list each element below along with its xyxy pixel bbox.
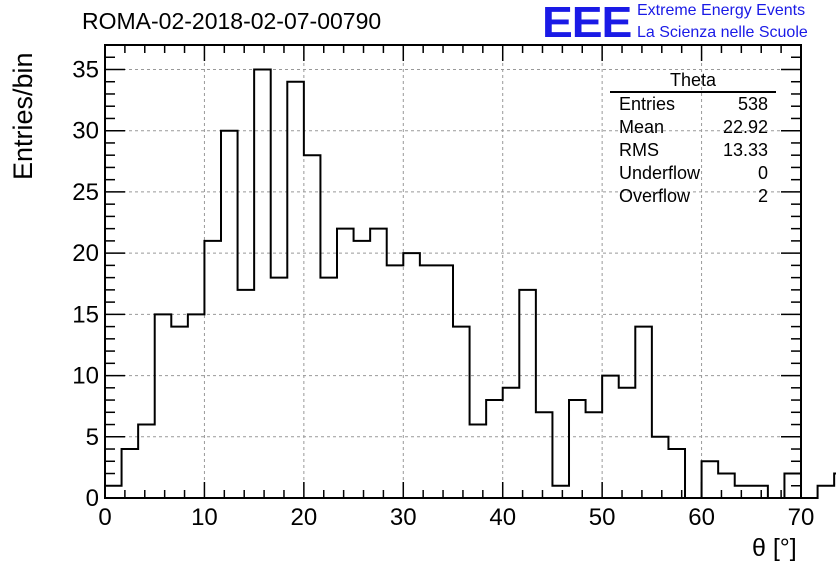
y-tick-label: 25 xyxy=(72,179,99,206)
y-tick-label: 20 xyxy=(72,240,99,267)
x-tick-label: 40 xyxy=(489,504,516,531)
histogram-line xyxy=(104,68,836,499)
x-tick-label: 70 xyxy=(788,504,815,531)
x-tick-label: 0 xyxy=(98,504,111,531)
x-axis-label: θ [°] xyxy=(752,534,797,562)
eee-logo: EEE xyxy=(542,0,632,47)
stats-value: 13.33 xyxy=(722,140,768,160)
stats-row-underflow: Underflow 0 xyxy=(610,162,776,185)
y-tick-label: 35 xyxy=(72,56,99,83)
stats-label: RMS xyxy=(619,140,659,160)
y-axis-label: Entries/bin xyxy=(8,52,38,180)
logo-line-1: Extreme Energy Events xyxy=(637,2,806,19)
plot-frame xyxy=(104,44,802,499)
stats-label: Entries xyxy=(619,94,676,114)
stats-title: Theta xyxy=(610,70,776,93)
chart-title: ROMA-02-2018-02-07-00790 xyxy=(82,8,382,34)
y-tick-label: 10 xyxy=(72,363,99,390)
y-tick-label: 30 xyxy=(72,118,99,145)
stats-value: 0 xyxy=(757,163,768,183)
stats-row-rms: RMS 13.33 xyxy=(610,139,776,162)
stats-row-overflow: Overflow 2 xyxy=(610,185,776,208)
x-tick-label: 30 xyxy=(390,504,417,531)
x-tick-label: 10 xyxy=(191,504,218,531)
axis-ticks xyxy=(104,44,802,499)
logo-line-2: La Scienza nelle Scuole xyxy=(637,24,808,41)
stats-box: Theta Entries 538 Mean 22.92 RMS 13.33 U… xyxy=(610,70,776,208)
stats-value: 538 xyxy=(737,94,768,114)
y-tick-label: 0 xyxy=(86,485,99,512)
stats-value: 22.92 xyxy=(722,117,768,137)
y-tick-label: 5 xyxy=(86,424,99,451)
stats-value: 2 xyxy=(757,186,768,206)
x-tick-label: 20 xyxy=(291,504,318,531)
stats-label: Overflow xyxy=(619,186,691,206)
stats-row-entries: Entries 538 xyxy=(610,93,776,116)
x-tick-label: 50 xyxy=(589,504,616,531)
stats-row-mean: Mean 22.92 xyxy=(610,116,776,139)
stats-label: Underflow xyxy=(619,163,701,183)
y-tick-label: 15 xyxy=(72,301,99,328)
x-tick-label: 60 xyxy=(688,504,715,531)
stats-label: Mean xyxy=(619,117,665,137)
